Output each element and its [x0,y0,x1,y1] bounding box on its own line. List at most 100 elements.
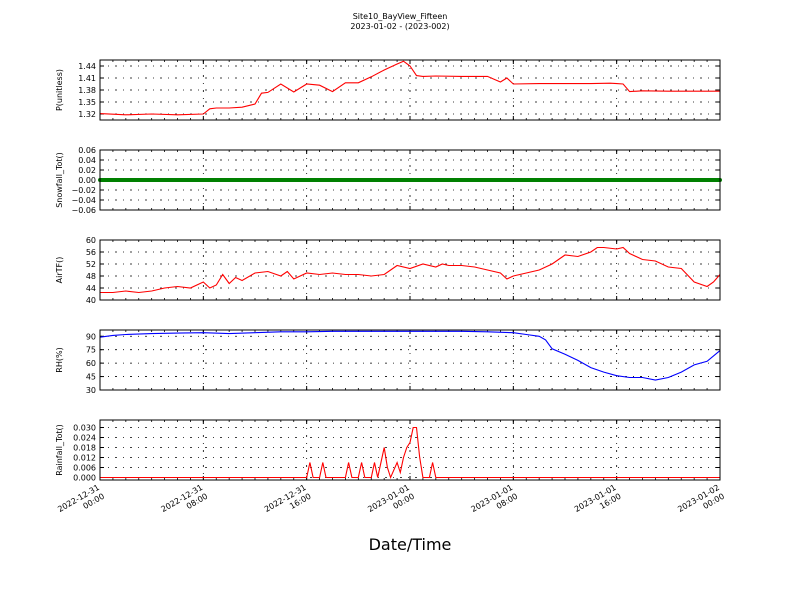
panel-2-data-point [453,178,458,182]
panel-1-ytick-label: 1.44 [78,62,96,71]
panel-2-data-point [588,178,593,182]
panel-2-data-point [320,178,325,182]
panel-2-data-point [572,178,577,182]
panel-2-data-point [440,178,445,182]
panel-2-data-point [695,178,700,182]
panel-2-data-point [556,178,561,182]
panel-2: −0.06−0.04−0.020.000.020.040.06 Snowfall_… [55,146,722,215]
panel-5-frame [99,419,721,481]
panel-2-data-point [333,178,338,182]
panel-2-data-point [223,178,228,182]
panel-2-data-point [646,178,651,182]
panel-5-ytick-label: 0.024 [73,434,96,443]
panel-2-data-point [185,178,190,182]
panel-2-data-point [217,178,222,182]
panel-2-ytick-label: 0.02 [78,166,96,175]
panel-2-data-point [201,178,206,182]
chart-panels: 1.321.351.381.411.44P(unitless)−0.06−0.0… [55,59,722,483]
panel-2-data-point [563,178,567,182]
x-tick-label: 2022-12-3100:00 [56,483,106,523]
panel-2-data-point [120,178,125,182]
panel-2-data-point [314,178,319,182]
panel-2-data-point [311,178,316,182]
panel-3-ytick-label: 56 [86,248,96,257]
panel-2-data-point [692,178,697,182]
panel-2-data-point [207,178,212,182]
panel-2-data-point [398,178,403,182]
panel-2-data-point [114,178,119,182]
panel-2-data-point [294,178,299,182]
panel-2-data-point [117,178,122,182]
panel-2-data-point [220,178,225,182]
panel-4-ytick-label: 45 [86,373,96,382]
panel-2-data-point [156,178,161,182]
panel-2-data-point [624,178,629,182]
panel-2-data-point [159,178,164,182]
panel-2-data-point [127,178,132,182]
panel-2-data-point [511,178,516,182]
panel-2-data-point [178,178,183,182]
panel-2-data-point [343,178,348,182]
panel-2-data-point [282,178,287,182]
panel-2-data-point [485,178,490,182]
panel-2-y-axis-label: Snowfall_Tot() [55,152,64,208]
panel-2-data-point [278,178,283,182]
panel-2-data-point [110,178,115,182]
panel-2-data-point [501,178,506,182]
panel-2-data-point [553,178,558,182]
panel-2-data-point [359,178,364,182]
panel-2-data-point [211,178,216,182]
panel-2-data-point [540,178,545,182]
panel-2-data-point [569,178,574,182]
panel-3-ytick-label: 40 [86,296,96,305]
panel-2-data-point [349,178,354,182]
panel-2-data-point [672,178,677,182]
panel-2-data-point [543,178,548,182]
panel-2-data-point [424,178,429,182]
panel-2-data-point [443,178,448,182]
panel-1-y-axis-label: P(unitless) [55,69,64,111]
panel-4-ytick-label: 90 [86,332,96,341]
panel-2-data-point [537,178,542,182]
panel-2-data-point [449,178,454,182]
panel-2-data-point [404,178,409,182]
panel-2-data-point [227,178,232,182]
panel-2-data-point [430,178,435,182]
x-tick-label: 2022-12-3108:00 [160,483,210,523]
panel-2-data-point [566,178,571,182]
panel-2-data-point [136,178,141,182]
panel-2-data-point [372,178,377,182]
panel-2-ytick-label: −0.06 [71,206,96,215]
panel-2-data-point [614,178,619,182]
panel-2-data-point [395,178,400,182]
panel-2-data-point [433,178,438,182]
panel-2-data-point [327,178,332,182]
x-axis-label: Date/Time [369,535,452,554]
panel-5-series-line [100,426,720,480]
panel-2-data-point [685,178,690,182]
panel-2-data-point [514,178,519,182]
panel-2-data-point [630,178,635,182]
panel-2-frame [99,149,721,211]
panel-2-data-point [559,178,564,182]
panel-2-data-point [356,178,361,182]
panel-2-data-point [643,178,648,182]
panel-4-ytick-label: 60 [86,359,96,368]
panel-2-data-point [204,178,209,182]
panel-2-data-point [188,178,193,182]
x-tick-label: 2023-01-0108:00 [470,483,520,523]
panel-2-data-point [172,178,177,182]
panel-2-data-point [669,178,674,182]
panel-2-data-point [495,178,500,182]
panel-2-data-point [133,178,138,182]
panel-2-data-point [301,178,306,182]
panel-2-data-point [508,178,513,182]
panel-2-data-point [214,178,219,182]
panel-5-ytick-label: 0.006 [73,464,96,473]
panel-4: 30 45 60 75 90 RH(%) [55,329,721,395]
panel-2-data-point [676,178,681,182]
panel-5-ytick-label: 0.012 [73,454,96,463]
panel-1-ytick-label: 1.38 [78,86,96,95]
